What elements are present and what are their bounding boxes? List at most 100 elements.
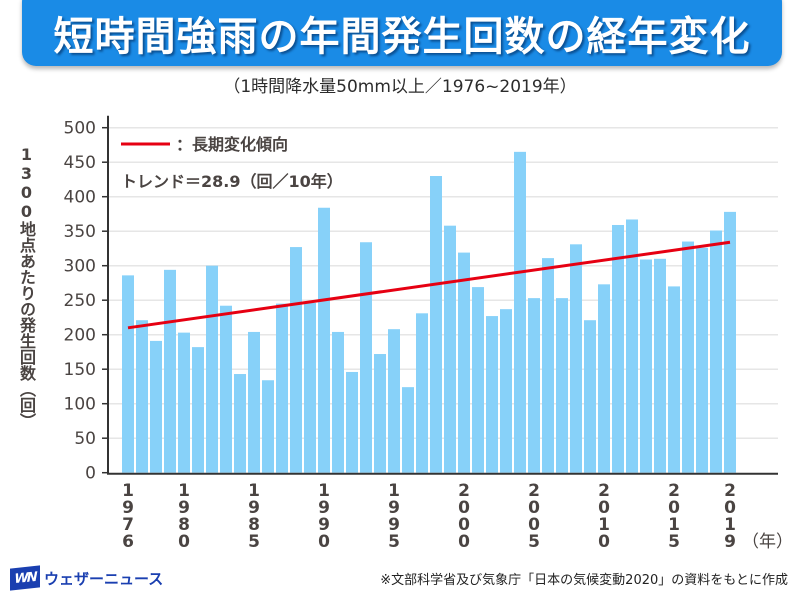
x-ticks: 1976198019851990199520002005201020152019… [122,481,793,552]
bar-1997 [416,313,428,473]
bar-2017 [696,247,708,473]
bar-1985 [248,331,260,473]
x-tick-digit: 1 [598,515,610,535]
x-tick-digit: 0 [458,498,470,518]
x-axis-label: （年） [742,532,793,552]
bar-1986 [262,380,274,473]
bar-2004 [514,151,526,473]
bar-2007 [556,298,568,473]
x-tick-digit: 1 [318,481,330,501]
x-tick-digit: 1 [122,481,134,501]
bar-1988 [290,247,302,473]
bar-1979 [164,269,176,473]
bar-1977 [136,320,148,473]
x-tick-digit: 9 [388,515,400,535]
bar-2003 [500,309,512,473]
bar-1992 [346,371,358,473]
y-axis-label: 1300地点あたりの発生回数（回） [17,145,36,429]
bar-1991 [332,331,344,473]
x-tick-digit: 0 [528,498,540,518]
x-tick-digit: 5 [668,532,680,552]
x-tick-digit: 9 [122,498,134,518]
bar-2016 [682,241,694,473]
legend-trend-label: ：長期変化傾向 [176,135,288,154]
bar-1980 [178,332,190,473]
x-tick-digit: 9 [724,532,736,552]
x-tick-digit: 1 [668,515,680,535]
bar-2015 [668,286,680,473]
bar-1999 [444,225,456,473]
bar-2010 [598,284,610,473]
x-tick-digit: 1 [724,515,736,535]
x-tick-digit: 2 [598,481,610,501]
x-tick-digit: 8 [248,515,260,535]
y-tick-label: 50 [74,429,96,449]
y-tick-label: 400 [64,188,96,208]
legend: ：長期変化傾向 トレンド＝28.9（回／10年） [121,135,343,191]
gridlines [108,126,778,439]
x-tick-digit: 2 [458,481,470,501]
weathernews-logo-text: ウェザーニュース [44,569,164,588]
y-tick-label: 500 [64,119,96,139]
bar-1994 [374,354,386,473]
x-tick-digit: 9 [178,498,190,518]
x-tick-digit: 5 [528,532,540,552]
x-tick-label-2019: 2019 [724,481,736,552]
chart-subtitle: （1時間降水量50mm以上／1976~2019年） [223,77,577,97]
bar-2008 [570,244,582,473]
bar-2018 [710,230,722,473]
y-tick-label: 350 [64,222,96,242]
bar-2001 [472,287,484,473]
bar-1998 [430,176,442,473]
bar-2006 [542,258,554,473]
y-tick-label: 0 [85,464,96,484]
x-tick-digit: 0 [528,515,540,535]
x-tick-digit: 9 [318,515,330,535]
x-tick-digit: 0 [598,498,610,518]
trend-line [127,240,731,330]
bar-2009 [584,320,596,473]
bar-1983 [220,305,232,473]
x-tick-digit: 8 [178,515,190,535]
trend-line-group [127,240,731,330]
bar-1993 [360,242,372,473]
x-tick-digit: 7 [122,515,134,535]
x-tick-digit: 2 [528,481,540,501]
bar-2019 [724,211,736,473]
x-tick-digit: 1 [178,481,190,501]
weathernews-logo-icon: WN [10,565,40,591]
x-tick-digit: 2 [668,481,680,501]
x-tick-digit: 0 [668,498,680,518]
y-tick-label: 250 [64,291,96,311]
bar-1982 [206,265,218,473]
source-note: ※文部科学省及び気象庁「日本の気候変動2020」の資料をもとに作成 [380,573,788,588]
bars [122,151,736,473]
x-tick-digit: 0 [458,515,470,535]
axes [107,115,778,475]
x-tick-digit: 9 [248,498,260,518]
x-tick-digit: 1 [248,481,260,501]
x-tick-digit: 0 [458,532,470,552]
y-tick-label: 200 [64,326,96,346]
bar-1996 [402,387,414,473]
trend-rate-text: トレンド＝28.9（回／10年） [121,172,343,191]
weathernews-logo: WN ウェザーニュース [10,565,164,591]
y-tick-label: 300 [64,257,96,277]
bar-1990 [318,207,330,473]
x-tick-digit: 0 [178,532,190,552]
x-tick-digit: 5 [388,532,400,552]
x-tick-digit: 5 [248,532,260,552]
x-tick-digit: 6 [122,532,134,552]
bar-2000 [458,252,470,473]
bar-1984 [234,374,246,473]
x-tick-digit: 0 [724,498,736,518]
y-tick-label: 150 [64,360,96,380]
title-banner: 短時間強雨の年間発生回数の経年変化 [22,0,782,66]
chart-title: 短時間強雨の年間発生回数の経年変化 [53,14,751,60]
